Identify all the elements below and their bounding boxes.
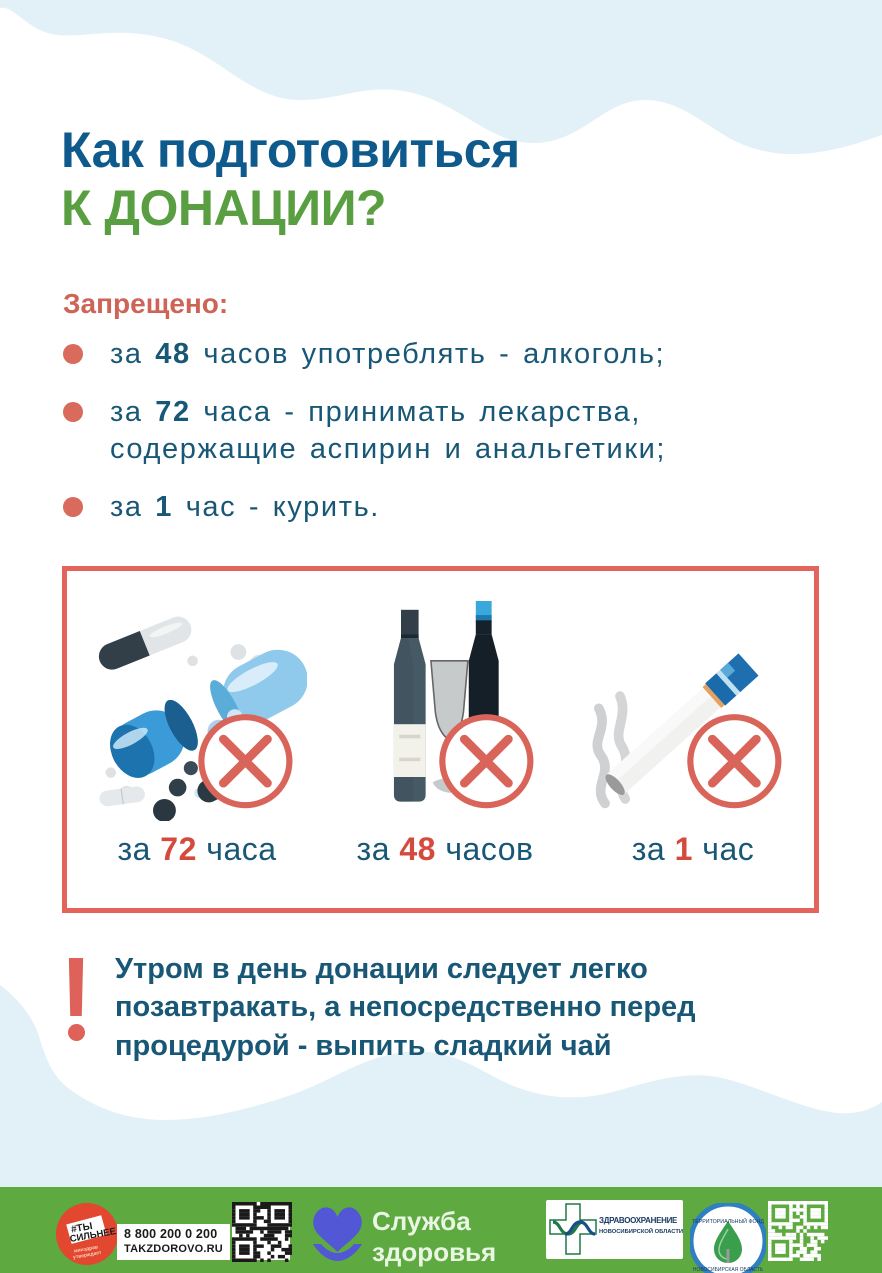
svg-text:ЗДРАВООХРАНЕНИЕ: ЗДРАВООХРАНЕНИЕ <box>599 1216 678 1225</box>
svg-text:НОВОСИБИРСКОЙ ОБЛАСТИ: НОВОСИБИРСКОЙ ОБЛАСТИ <box>599 1227 683 1235</box>
svg-text:НОВОСИБИРСКАЯ ОБЛАСТЬ: НОВОСИБИРСКАЯ ОБЛАСТЬ <box>693 1267 764 1273</box>
svg-text:ТЕРРИТОРИАЛЬНЫЙ ФОНД: ТЕРРИТОРИАЛЬНЫЙ ФОНД <box>692 1217 764 1225</box>
